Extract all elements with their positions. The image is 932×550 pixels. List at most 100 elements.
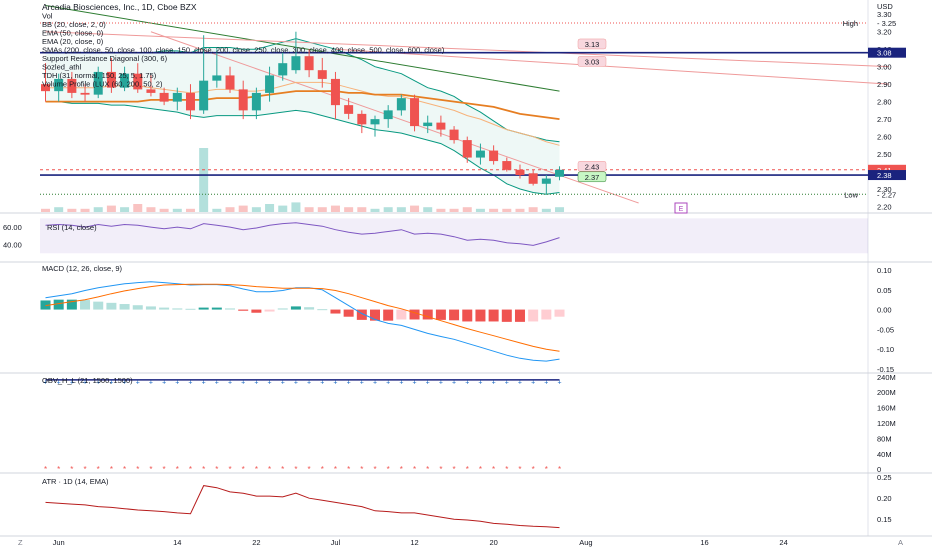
volume-bar: [41, 208, 50, 212]
macd-signal-line: [45, 283, 560, 352]
level-axis-tag: [868, 47, 906, 58]
volume-bar: [330, 205, 340, 212]
chart-title: Arcadia Biosciences, Inc., 1D, Cboe BZX: [42, 2, 197, 12]
candle-body: [396, 98, 406, 111]
obv-tick-label: 40M: [877, 450, 892, 459]
obv-low-marker: *: [70, 465, 73, 474]
obv-high-marker: +: [136, 379, 140, 386]
candle-body: [212, 75, 222, 81]
volume-bar: [199, 148, 209, 212]
volume-bar: [251, 207, 261, 212]
candle-body: [93, 71, 103, 95]
volume-bar: [370, 208, 380, 212]
macd-histogram-bar: [356, 309, 367, 320]
auto-scale-button[interactable]: A: [898, 538, 903, 547]
obv-low-marker: *: [558, 465, 561, 474]
volume-bar: [317, 207, 327, 212]
rsi-pane-title[interactable]: RSI (14, close): [47, 223, 97, 232]
macd-histogram-bar: [541, 309, 552, 320]
macd-histogram-bar: [528, 309, 539, 322]
level-axis-label: 3.08: [877, 49, 892, 58]
obv-high-marker: +: [162, 379, 166, 386]
volume-bar: [54, 207, 64, 212]
timezone-button[interactable]: Z: [18, 538, 23, 547]
price-tick-label: 2.70: [877, 115, 892, 124]
candle-body: [146, 89, 156, 93]
obv-high-marker: +: [360, 379, 364, 386]
volume-bar: [555, 207, 565, 212]
volume-bar: [489, 208, 499, 212]
obv-low-marker: *: [57, 465, 60, 474]
obv-high-marker: +: [96, 379, 100, 386]
macd-histogram-bar: [317, 309, 328, 311]
obv-high-marker: +: [109, 379, 113, 386]
candle-body: [106, 71, 116, 88]
obv-pane-title[interactable]: OBV_H_L (21, 1500, 1500): [42, 376, 133, 385]
marks-layer: 3.13 3.03 2.43 2.37 E + * + * + * + * + * + * + * + * + * + * + * +…: [40, 5, 890, 529]
candle-body: [159, 92, 169, 102]
macd-histogram-bar: [435, 309, 446, 320]
macd-histogram-bar: [225, 308, 236, 310]
indicator-label-tdh[interactable]: TDH (31, normal, 150, 25, 5, 1.75): [42, 71, 157, 80]
macd-histogram-bar: [66, 299, 77, 310]
obv-high-marker: +: [333, 379, 337, 386]
obv-high-marker: +: [531, 379, 535, 386]
level-axis-label: - 2.27: [877, 190, 896, 199]
ema50-line: [45, 90, 560, 120]
candle-body: [265, 75, 275, 93]
candle-body: [172, 92, 182, 102]
indicator-label-bb[interactable]: BB (20, close, 2, 0): [42, 20, 106, 29]
obv-high-marker: +: [347, 379, 351, 386]
volume-bar: [185, 208, 195, 212]
obv-high-marker: +: [544, 379, 548, 386]
indicator-label-vol[interactable]: Vol: [42, 12, 53, 21]
indicator-label-ema20[interactable]: EMA (20, close, 0): [42, 37, 104, 46]
indicator-label-volume-profile[interactable]: Volume Profile (LUX (60, 200, 50, 2): [42, 80, 163, 89]
candle-body: [278, 63, 288, 76]
obv-low-marker: *: [308, 465, 311, 474]
macd-histogram-bar: [185, 308, 196, 310]
indicator-label-support-resistance[interactable]: Support Resistance Diagonal (300, 6): [42, 54, 168, 63]
volume-bar: [462, 207, 472, 212]
candle-body: [54, 78, 64, 92]
candle-body: [555, 169, 565, 177]
macd-histogram-bar: [554, 309, 565, 317]
obv-high-marker: +: [123, 379, 127, 386]
macd-pane-title[interactable]: MACD (12, 26, close, 9): [42, 264, 123, 273]
callout-box: [577, 38, 607, 50]
candle-body: [317, 70, 327, 79]
bottom-controls: Z A: [18, 538, 903, 547]
candle-body: [383, 110, 393, 120]
indicator-label-ema50[interactable]: EMA (50, close, 0): [42, 29, 104, 38]
indicator-label-smas[interactable]: SMAs (200, close, 50, close, 100, close,…: [42, 46, 445, 55]
bollinger-band-fill: [45, 38, 560, 195]
obv-low-marker: *: [110, 465, 113, 474]
time-tick-label: 14: [173, 538, 181, 547]
indicator-label-sozled[interactable]: Sozled_athl: [42, 63, 82, 72]
volume-bar: [515, 208, 525, 212]
volume-bar: [120, 207, 130, 212]
candle-body: [251, 92, 261, 111]
macd-histogram-bar: [106, 302, 117, 310]
obv-high-marker: +: [149, 379, 153, 386]
obv-tick-label: 200M: [877, 388, 896, 397]
ema20-line: [45, 81, 560, 146]
macd-histogram-bar: [159, 307, 170, 310]
obv-low-marker: *: [532, 465, 535, 474]
atr-pane-title[interactable]: ATR · 1D (14, EMA): [42, 477, 109, 486]
candle-body: [291, 56, 301, 71]
obv-high-marker: +: [307, 379, 311, 386]
price-tick-label: 2.80: [877, 98, 892, 107]
price-tick-label: 2.50: [877, 150, 892, 159]
callout-box: [577, 56, 607, 67]
candle-body: [462, 140, 472, 158]
obv-tick-label: 0: [877, 465, 881, 474]
volume-bar: [291, 202, 301, 212]
obv-low-marker: *: [413, 465, 416, 474]
price-tick-label: 2.20: [877, 203, 892, 212]
obv-low-marker: *: [123, 465, 126, 474]
callout-label: 2.43: [585, 162, 600, 171]
obv-high-marker: +: [373, 379, 377, 386]
candle-body: [41, 84, 50, 92]
